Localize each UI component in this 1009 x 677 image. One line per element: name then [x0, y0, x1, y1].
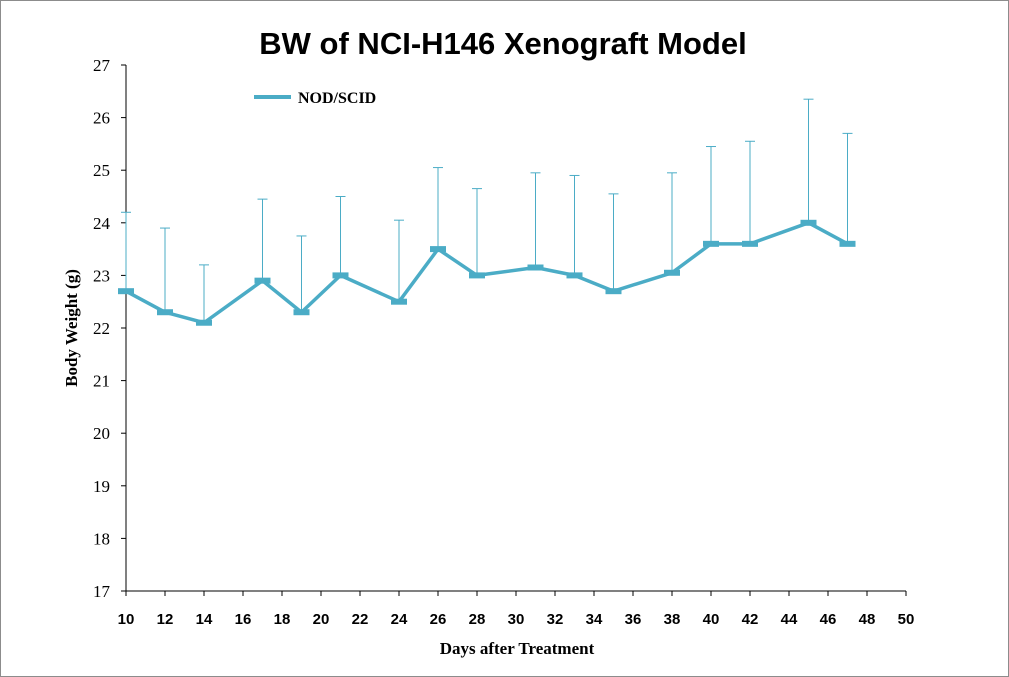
x-tick-label: 26 — [430, 611, 447, 628]
y-tick-label: 26 — [93, 109, 110, 128]
x-tick-label: 34 — [586, 611, 603, 628]
series-line — [125, 221, 849, 325]
data-point — [800, 219, 817, 226]
legend-label: NOD/SCID — [298, 90, 376, 107]
chart-title: BW of NCI-H146 Xenograft Model — [259, 26, 746, 61]
x-tick-label: 22 — [352, 611, 369, 628]
data-point — [391, 298, 407, 305]
x-tick-label: 10 — [118, 611, 135, 628]
y-tick-label: 20 — [93, 424, 110, 443]
data-point — [742, 240, 758, 247]
x-tick-label: 46 — [820, 611, 837, 628]
x-tick-label: 18 — [274, 611, 291, 628]
x-axis-label: Days after Treatment — [440, 639, 595, 658]
y-tick-label: 24 — [93, 214, 111, 233]
y-tick-label: 22 — [93, 319, 110, 338]
data-point — [118, 288, 134, 295]
data-point — [839, 240, 856, 247]
y-tick-label: 17 — [93, 582, 111, 601]
x-tick-label: 12 — [157, 611, 174, 628]
x-tick-label: 42 — [742, 611, 759, 628]
x-tick-label: 48 — [859, 611, 876, 628]
x-tick-label: 16 — [235, 611, 252, 628]
x-tick-label: 32 — [547, 611, 564, 628]
data-point — [664, 269, 680, 276]
data-point — [332, 272, 349, 279]
y-axis-label: Body Weight (g) — [62, 269, 81, 387]
data-point — [196, 319, 212, 326]
y-tick-label: 21 — [93, 372, 110, 391]
x-tick-label: 50 — [898, 611, 915, 628]
data-point — [430, 246, 446, 253]
data-point — [254, 277, 271, 284]
x-tick-label: 36 — [625, 611, 642, 628]
x-tick-label: 38 — [664, 611, 681, 628]
y-tick-label: 27 — [93, 56, 111, 75]
data-point — [293, 309, 310, 316]
data-point — [527, 264, 544, 271]
data-point — [605, 288, 622, 295]
plot-area: 17 18 19 20 21 22 23 24 25 26 27 10 12 14 16 18 20 22 24 26… — [93, 56, 914, 628]
legend: NOD/SCID — [254, 90, 376, 107]
y-tick-label: 23 — [93, 266, 110, 285]
data-point — [703, 240, 719, 247]
x-tick-label: 20 — [313, 611, 330, 628]
x-tick-label: 28 — [469, 611, 486, 628]
y-tick-label: 25 — [93, 161, 110, 180]
x-tick-label: 44 — [781, 611, 798, 628]
data-point — [566, 272, 583, 279]
x-tick-label: 14 — [196, 611, 213, 628]
y-tick-label: 19 — [93, 477, 110, 496]
x-tick-label: 30 — [508, 611, 525, 628]
x-tick-label: 40 — [703, 611, 720, 628]
data-point — [469, 272, 485, 279]
x-tick-label: 24 — [391, 611, 408, 628]
y-tick-label: 18 — [93, 529, 110, 548]
data-point — [157, 309, 173, 316]
